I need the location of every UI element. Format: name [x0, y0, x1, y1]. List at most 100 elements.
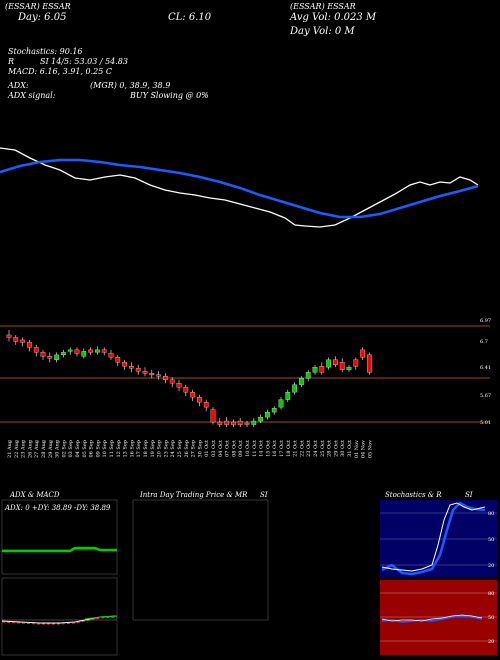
adx-panel-title: ADX & MACD	[10, 491, 60, 499]
day-range: Day: 6.05	[18, 12, 67, 23]
candle-body	[224, 420, 229, 425]
candle-body	[312, 367, 318, 373]
candle-body	[67, 349, 73, 352]
date-label: 14 Oct	[259, 440, 265, 457]
avg-vol: Avg Vol: 0.023 M	[290, 12, 377, 23]
candle-body	[367, 354, 372, 373]
header-line1-left: (ESSAR) ESSAR	[5, 2, 71, 11]
candle-body	[251, 420, 257, 425]
date-label: 10 Oct	[245, 440, 251, 457]
date-label: 28 Aug	[41, 439, 47, 458]
rsi-value: SI 14/5: 53.03 / 54.83	[40, 57, 128, 66]
macd-green-line	[84, 615, 118, 620]
stoch-r: R	[8, 57, 15, 66]
candle-body	[231, 421, 236, 425]
candle-body	[319, 366, 325, 373]
candle-body	[326, 359, 331, 368]
date-label: 20 Sep	[157, 440, 163, 458]
close-price: CL: 6.10	[168, 12, 212, 23]
buy-signal: BUY Slowing @ 0%	[130, 91, 209, 100]
candle-body	[169, 379, 175, 384]
date-label: 30 Sep	[197, 440, 203, 458]
date-label: 11 Sep	[109, 440, 115, 458]
candle-body	[278, 399, 284, 408]
candle-body	[285, 392, 291, 400]
candle-body	[203, 401, 209, 408]
candle-body	[27, 342, 32, 348]
candlestick-series	[6, 329, 372, 428]
ma-blue-line	[0, 158, 479, 219]
stoch-tick-20: 20	[488, 563, 494, 569]
candle-body	[142, 371, 148, 374]
day-vol: Day Vol: 0 M	[290, 26, 355, 37]
candle-body	[47, 356, 53, 359]
candle-body	[74, 349, 80, 354]
adx-signal-label: ADX signal:	[8, 91, 56, 100]
date-label: 22 Oct	[299, 440, 305, 457]
candle-body	[88, 349, 93, 353]
adx-label: ADX:	[8, 81, 29, 90]
candle-body	[33, 347, 39, 353]
date-label: 05 Nov	[367, 440, 373, 458]
candle-body	[292, 384, 297, 393]
stoch-tick-80: 80	[488, 511, 494, 517]
macd-panel	[1, 577, 118, 656]
date-label: 29 Aug	[48, 439, 54, 458]
candle-body	[6, 334, 12, 338]
candle-body	[339, 362, 345, 370]
date-label: 07 Oct	[225, 440, 231, 457]
date-label: 23 Oct	[306, 440, 312, 457]
candle-body	[129, 366, 134, 369]
date-label: 08 Oct	[231, 440, 237, 457]
price-tick-3: 5.67	[480, 393, 491, 399]
price-grid	[0, 325, 490, 423]
date-axis: 21 Aug 22 Aug 23 Aug 26 Aug 27 Aug 28 Aug 29 A…	[7, 439, 373, 458]
adx-mgr: (MGR) 0, 38.9, 38.9	[90, 81, 171, 90]
macd-red-line	[1, 616, 118, 625]
date-label: 28 Oct	[327, 440, 333, 457]
date-label: 23 Sep	[163, 440, 169, 458]
candle-body	[122, 362, 127, 367]
date-label: 09 Oct	[238, 440, 244, 457]
price-tick-2: 6.41	[480, 365, 491, 371]
date-label: 30 Oct	[340, 440, 346, 457]
candle-body	[305, 372, 311, 379]
candle-body	[190, 392, 195, 398]
price-tick-0: 6.97	[480, 318, 491, 324]
candle-body	[54, 354, 59, 360]
date-label: 16 Sep	[129, 440, 135, 458]
ma-white-line	[0, 147, 479, 228]
lower-panels: ADX: 0 +DY: 38.89 -DY: 38.89 80 50 20 80…	[1, 499, 497, 656]
date-label: 25 Oct	[320, 440, 326, 457]
date-label: 23 Aug	[21, 439, 27, 458]
date-label: 24 Oct	[313, 440, 319, 457]
intra-panel-title: Intra Day Trading Price & MR	[140, 491, 248, 499]
stoch-white-line	[381, 502, 486, 572]
date-label: 01 Oct	[204, 440, 210, 457]
date-label: 02 Sep	[61, 440, 67, 458]
candle-body	[197, 397, 202, 403]
candle-body	[13, 337, 19, 342]
date-label: 04 Nov	[361, 440, 367, 458]
date-label: 03 Oct	[211, 440, 217, 457]
intra-panel-si: SI	[260, 491, 268, 499]
macd-value: MACD: 6.16, 3.91, 0.25 C	[8, 67, 113, 76]
stochastics-value: Stochastics: 90.16	[8, 47, 83, 56]
date-label: 10 Sep	[102, 440, 108, 458]
date-label: 06 Sep	[89, 440, 95, 458]
date-label: 18 Oct	[286, 440, 292, 457]
candle-body	[81, 351, 87, 357]
date-label: 21 Oct	[293, 440, 299, 457]
date-label: 21 Aug	[7, 439, 13, 458]
rsi-tick-20: 20	[488, 639, 494, 645]
date-label: 01 Nov	[354, 440, 360, 458]
candle-body	[346, 367, 352, 370]
candle-body	[156, 374, 161, 377]
candle-body	[115, 357, 121, 363]
candle-body	[244, 422, 250, 425]
rsi-tick-80: 80	[488, 591, 494, 597]
date-label: 04 Oct	[218, 440, 224, 457]
date-label: 31 Oct	[347, 440, 353, 457]
date-label: 16 Oct	[272, 440, 278, 457]
candle-body	[271, 407, 277, 413]
